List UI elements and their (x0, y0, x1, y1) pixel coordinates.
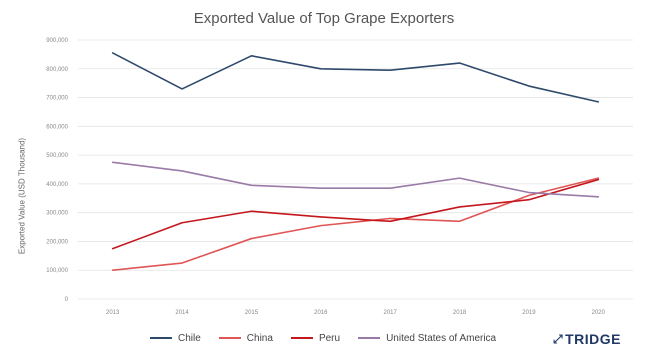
y-tick-label: 500,000 (46, 153, 68, 159)
series-line-china (111, 177, 600, 272)
legend-item-chile: Chile (150, 333, 201, 344)
x-tick-label: 2019 (522, 310, 536, 316)
y-tick-label: 800,000 (46, 67, 68, 73)
tridge-logo-icon: ⤢ (553, 331, 564, 346)
tridge-logo: ⤢ TRIDGE (553, 331, 621, 347)
legend-item-china: China (218, 332, 273, 344)
y-tick-label: 600,000 (46, 124, 68, 130)
y-tick-label: 400,000 (46, 182, 68, 188)
brand-name: TRIDGE (565, 331, 621, 347)
y-tick-label: 300,000 (46, 211, 68, 217)
legend-item-peru: Peru (290, 332, 341, 344)
y-tick-label: 200,000 (46, 239, 68, 245)
x-tick-label: 2015 (245, 310, 259, 316)
series-line-peru (111, 178, 600, 250)
legend-label-china: China (246, 332, 273, 344)
x-tick-label: 2017 (384, 310, 398, 316)
legend-swatch-usa (358, 337, 381, 339)
legend-swatch-chile (150, 337, 172, 339)
x-tick-label: 2013 (106, 310, 120, 316)
series-line-chile (111, 52, 600, 103)
legend-swatch-china (218, 337, 241, 339)
legend-item-usa: United States of America (358, 333, 496, 344)
x-tick-label: 2016 (314, 310, 328, 316)
legend-swatch-peru (290, 337, 313, 339)
legend-label-chile: Chile (178, 332, 201, 344)
legend: Chile China Peru United States of Americ… (150, 330, 496, 346)
y-tick-label: 100,000 (46, 268, 68, 274)
chart-title: Exported Value of Top Grape Exporters (193, 10, 455, 27)
legend-label-peru: Peru (318, 332, 341, 344)
x-tick-label: 2018 (453, 310, 467, 316)
x-tick-label: 2014 (175, 310, 189, 316)
series-line-united-states-of-america (111, 161, 600, 198)
x-tick-label: 2020 (592, 310, 606, 316)
legend-label-usa: United States of America (386, 332, 497, 344)
y-tick-label: 900,000 (46, 38, 68, 44)
y-tick-label: 700,000 (46, 96, 68, 102)
y-tick-label: 0 (65, 297, 69, 303)
